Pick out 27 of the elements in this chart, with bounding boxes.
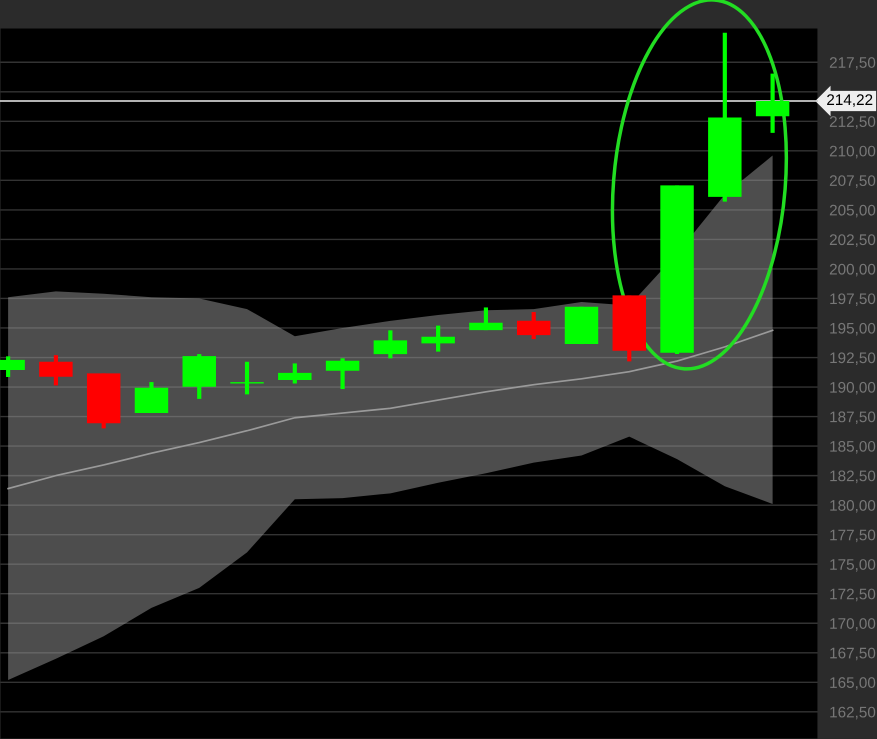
y-tick-label: 162,50 bbox=[830, 706, 876, 720]
y-tick-label: 200,00 bbox=[830, 264, 876, 276]
y-tick-label: 182,50 bbox=[830, 470, 876, 484]
y-tick-label: 185,00 bbox=[830, 440, 876, 454]
y-tick-label: 190,00 bbox=[830, 382, 876, 395]
y-tick-label: 192,50 bbox=[830, 352, 876, 366]
y-tick-label: 165,00 bbox=[830, 677, 876, 690]
y-tick-label: 217,50 bbox=[830, 57, 876, 70]
ref-line-label: 214,22 bbox=[827, 94, 872, 107]
y-tick-label: 195,00 bbox=[830, 322, 876, 336]
y-tick-label: 180,00 bbox=[830, 500, 876, 513]
y-tick-label: 170,00 bbox=[830, 618, 876, 631]
y-tick-label: 202,50 bbox=[830, 234, 876, 247]
y-tick-label: 197,50 bbox=[830, 293, 876, 306]
y-tick-label: 187,50 bbox=[830, 411, 876, 424]
y-tick-label: 167,50 bbox=[830, 648, 876, 660]
candlestick bbox=[421, 326, 455, 352]
y-tick-label: 205,00 bbox=[830, 204, 876, 218]
candlestick bbox=[278, 363, 312, 384]
y-tick-label: 175,00 bbox=[830, 559, 876, 572]
y-tick-label: 177,50 bbox=[830, 530, 876, 542]
y-tick-label: 212,50 bbox=[830, 116, 876, 129]
y-tick-label: 207,50 bbox=[830, 175, 876, 188]
line-series bbox=[7, 330, 774, 490]
y-tick-label: 172,50 bbox=[830, 588, 876, 602]
candlestick bbox=[230, 362, 264, 394]
y-tick-label: 210,00 bbox=[830, 146, 876, 158]
